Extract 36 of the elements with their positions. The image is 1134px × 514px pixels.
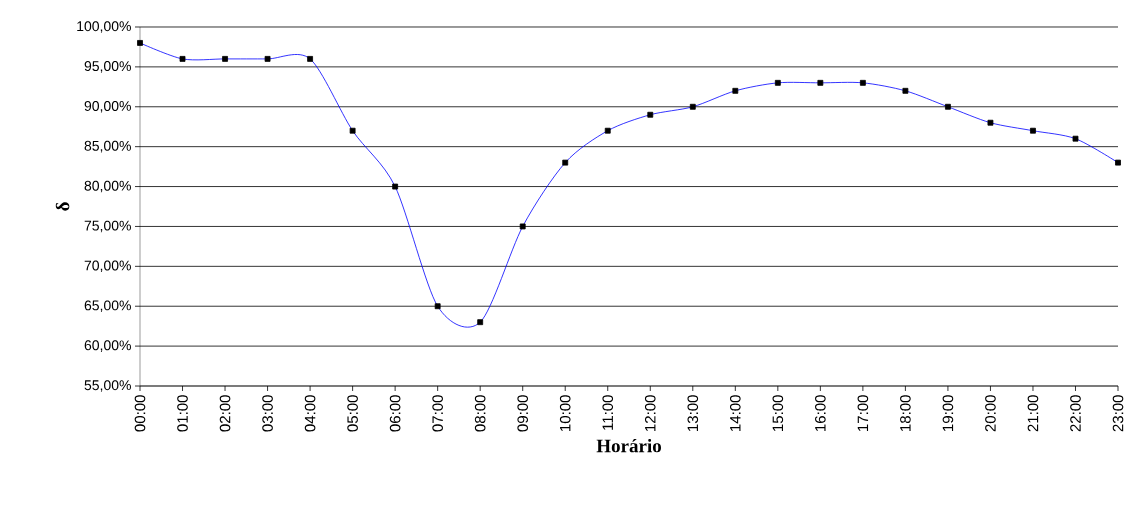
y-tick-label: 95,00%	[84, 61, 131, 73]
x-tick-label: 20:00	[985, 395, 996, 432]
x-tick-label: 23:00	[1112, 395, 1124, 432]
y-tick-label: 80,00%	[84, 180, 131, 193]
x-tick-label: 22:00	[1070, 395, 1081, 432]
x-tick-label: 07:00	[432, 395, 443, 432]
x-tick-label: 15:00	[772, 395, 784, 431]
x-tick-label: 10:00	[559, 395, 571, 431]
y-tick-label: 55,00%	[84, 380, 131, 392]
x-tick-label: 05:00	[347, 395, 358, 432]
x-tick-label: 04:00	[304, 395, 316, 432]
y-tick-label: 100,00%	[77, 21, 131, 33]
x-tick-label: 17:00	[857, 395, 869, 431]
x-tick-label: 00:00	[134, 395, 146, 432]
x-tick-label: 12:00	[644, 395, 656, 431]
x-tick-label: 01:00	[177, 395, 188, 432]
y-tick-label: 70,00%	[84, 260, 131, 273]
y-tick-label: 90,00%	[84, 100, 131, 113]
y-axis-title: δ	[55, 202, 70, 211]
x-tick-label: 14:00	[730, 395, 741, 431]
y-tick-label: 65,00%	[84, 300, 131, 312]
x-axis-title: Horário	[596, 438, 661, 453]
x-tick-label: 09:00	[517, 395, 529, 432]
x-tick-label: 02:00	[219, 395, 231, 432]
x-tick-label: 08:00	[474, 395, 486, 432]
x-tick-label: 13:00	[687, 395, 699, 431]
x-tick-label: 21:00	[1027, 395, 1039, 432]
x-tick-label: 03:00	[262, 395, 273, 432]
x-tick-label: 16:00	[815, 395, 826, 431]
y-tick-label: 60,00%	[84, 340, 131, 352]
y-tick-label: 75,00%	[84, 220, 131, 233]
x-tick-label: 11:00	[602, 395, 614, 430]
x-tick-label: 18:00	[900, 395, 911, 431]
y-tick-label: 85,00%	[84, 140, 131, 153]
x-tick-label: 06:00	[389, 395, 401, 432]
x-tick-label: 19:00	[942, 395, 954, 431]
